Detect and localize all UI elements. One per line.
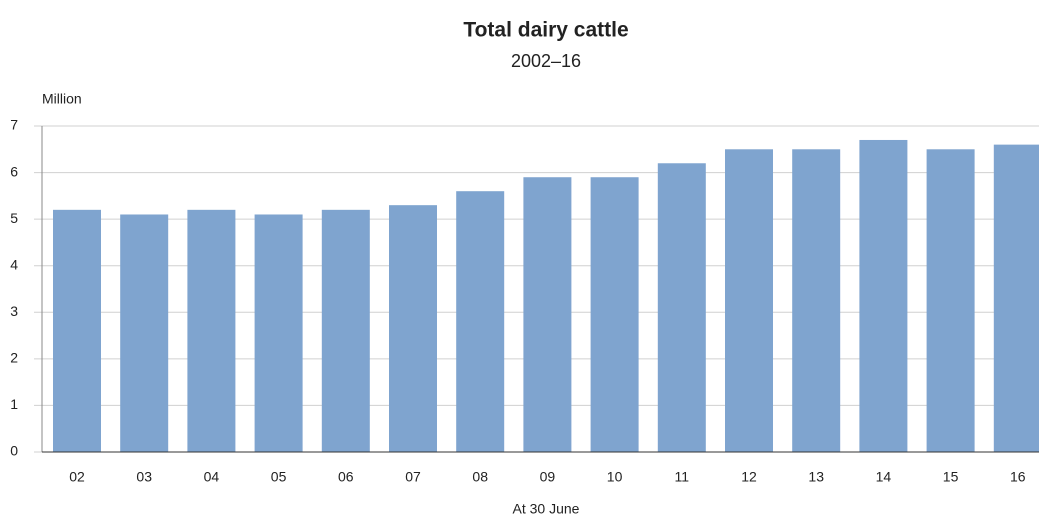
bar [792, 149, 841, 453]
bar [523, 177, 572, 452]
bar [389, 205, 437, 452]
y-tick-label: 5 [10, 210, 18, 226]
bar [859, 139, 908, 452]
bar [590, 177, 639, 452]
chart-title: Total dairy cattle [463, 19, 628, 42]
x-tick-label: 02 [69, 469, 85, 485]
y-tick-label: 2 [10, 350, 18, 366]
x-tick-label: 11 [675, 469, 690, 485]
x-tick-label: 06 [338, 469, 354, 485]
y-tick-label: 6 [10, 163, 18, 179]
y-axis-label: Million [42, 91, 82, 107]
y-tick-label: 3 [10, 303, 18, 319]
y-tick-label: 4 [10, 256, 18, 272]
x-tick-label: 14 [876, 469, 892, 485]
x-tick-label: 05 [271, 469, 287, 485]
y-tick-label: 7 [10, 117, 18, 133]
x-tick-label: 10 [607, 469, 623, 485]
x-tick-label: 09 [540, 469, 556, 485]
x-tick-label: 08 [472, 469, 488, 485]
bar [53, 209, 101, 452]
x-tick-label: 12 [741, 469, 757, 485]
y-tick-label: 0 [10, 443, 18, 459]
x-tick-label: 16 [1010, 469, 1026, 485]
bar [187, 209, 236, 452]
bar [456, 191, 505, 452]
x-tick-label: 07 [405, 469, 421, 485]
bar [120, 214, 169, 452]
bar [657, 163, 706, 452]
bar [254, 214, 303, 452]
chart-subtitle: 2002–16 [511, 51, 581, 71]
y-tick-label: 1 [10, 396, 18, 412]
x-tick-label: 13 [808, 469, 824, 485]
bar [993, 144, 1039, 452]
bar [725, 149, 773, 453]
x-tick-label: 04 [204, 469, 220, 485]
x-tick-label: 03 [136, 469, 152, 485]
bar [926, 149, 975, 453]
bar [321, 209, 370, 452]
x-axis-label: At 30 June [513, 501, 580, 517]
x-tick-label: 15 [943, 469, 959, 485]
